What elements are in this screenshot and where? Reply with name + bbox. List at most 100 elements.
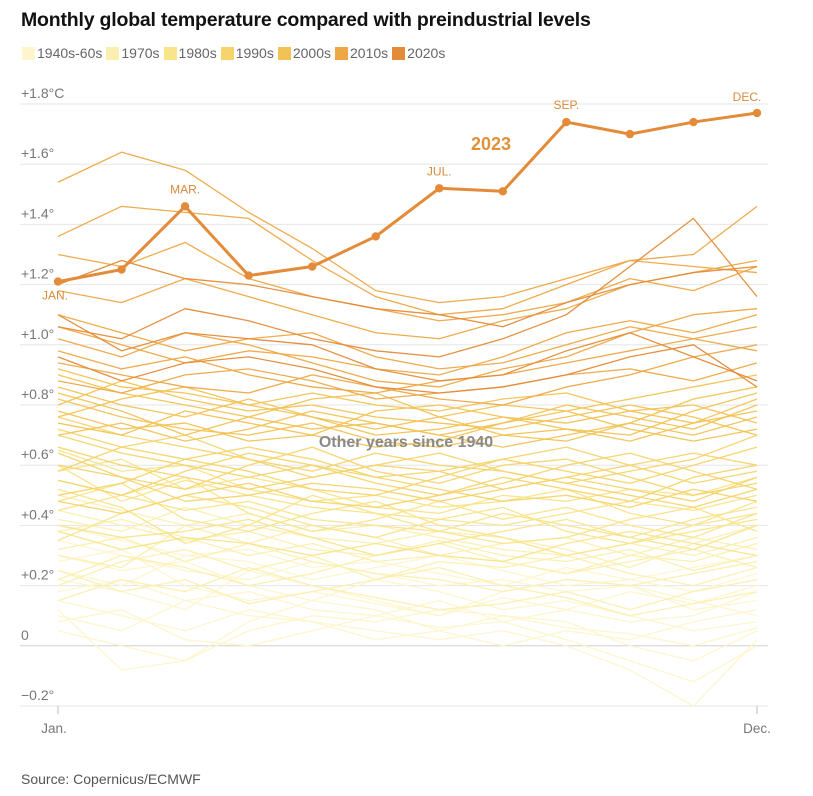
series-line <box>57 518 758 563</box>
series-line <box>57 452 758 508</box>
legend-item: 2020s <box>392 45 445 61</box>
series-line-2023 <box>57 111 758 284</box>
chart-legend: 1940s-60s 1970s 1980s 1990s 2000s 2010s 2020s <box>22 44 449 62</box>
series-line <box>57 380 758 436</box>
data-point-2023 <box>562 117 571 127</box>
series-line <box>57 326 758 394</box>
legend-label: 2000s <box>292 45 332 61</box>
data-point-2023 <box>498 187 508 196</box>
y-axis: +1.8°C +1.6° +1.4° +1.2° +1.0° +0.8° +0.6° +0.4… <box>21 85 64 703</box>
data-point-2023 <box>435 184 444 193</box>
chart-title: Monthly global temperature compared with… <box>21 9 591 31</box>
series-line <box>57 609 758 662</box>
series-line <box>57 386 758 442</box>
legend-item: 1940s-60s <box>22 45 102 61</box>
month-point-label: JAN. <box>42 289 68 303</box>
other-years-annotation: Other years since 1940 <box>319 434 493 451</box>
series-line <box>57 600 758 647</box>
month-point-label: SEP. <box>553 98 579 112</box>
series-line <box>57 578 758 707</box>
series-line <box>57 428 758 478</box>
y-tick-label: +0.2° <box>21 567 54 583</box>
legend-swatch <box>163 46 177 60</box>
series-line <box>57 374 758 448</box>
series-line <box>57 524 758 575</box>
series-line <box>57 524 758 593</box>
legend-item: 1970s <box>106 45 160 61</box>
series-line <box>57 344 758 406</box>
legend-swatch <box>277 46 291 60</box>
y-tick-label: +1.6° <box>21 145 54 161</box>
highlight-series-2023: JAN. MAR. JUL. SEP. DEC. <box>42 90 761 303</box>
y-tick-label: +1.4° <box>21 205 54 221</box>
series-line <box>57 530 758 563</box>
series-line <box>57 344 758 394</box>
series-line <box>57 259 758 328</box>
series-line <box>57 506 758 569</box>
series-line <box>57 548 758 623</box>
data-point-2023 <box>371 232 380 241</box>
series-line <box>57 458 758 515</box>
series-line <box>57 314 758 376</box>
data-point-2023 <box>244 271 253 280</box>
legend-item: 2000s <box>277 45 332 61</box>
month-point-label: DEC. <box>733 90 762 104</box>
data-point-2023 <box>752 108 762 118</box>
series-line <box>57 584 758 647</box>
y-tick-label: +0.8° <box>21 386 54 402</box>
series-line <box>57 554 758 587</box>
legend-item: 1990s <box>220 45 274 61</box>
legend-label: 1940s-60s <box>37 45 103 61</box>
legend-item: 1980s <box>163 45 217 61</box>
series-line <box>57 566 758 611</box>
data-point-2023 <box>689 117 698 127</box>
legend-swatch <box>392 46 406 60</box>
series-line <box>57 217 758 358</box>
other-years-series <box>57 151 758 707</box>
month-point-label: JUL. <box>427 164 452 178</box>
series-line <box>57 548 758 587</box>
series-line <box>57 590 758 683</box>
x-tick-label: Jan. <box>41 721 67 736</box>
y-tick-label: +1.0° <box>21 326 54 342</box>
line-chart: +1.8°C +1.6° +1.4° +1.2° +1.0° +0.8° +0.6° +0.4… <box>20 85 771 736</box>
series-line <box>57 308 758 388</box>
legend-swatch <box>22 46 35 60</box>
series-line <box>57 554 758 632</box>
legend-swatch <box>220 46 234 60</box>
legend-label: 1970s <box>121 45 160 61</box>
data-point-2023 <box>53 277 63 286</box>
series-line <box>57 434 758 490</box>
series-line <box>57 446 758 496</box>
data-point-2023 <box>180 202 190 211</box>
series-line <box>57 452 758 515</box>
legend-swatch <box>106 46 120 60</box>
series-line <box>57 494 758 557</box>
y-tick-label: +0.6° <box>21 446 54 462</box>
data-point-2023 <box>307 262 317 271</box>
series-line <box>57 368 758 424</box>
y-tick-label: 0 <box>21 627 29 643</box>
source-note: Source: Copernicus/ECMWF <box>21 771 201 787</box>
series-line <box>57 464 758 502</box>
x-axis: Jan. Dec. <box>41 706 771 736</box>
legend-label: 2010s <box>350 45 389 61</box>
month-point-label: MAR. <box>170 182 200 196</box>
series-line <box>57 566 758 617</box>
y-tick-label: +1.8°C <box>21 85 64 101</box>
series-line <box>57 539 758 617</box>
series-line <box>57 314 758 382</box>
series-line <box>57 205 758 316</box>
series-line <box>57 241 758 322</box>
series-line <box>57 600 758 671</box>
legend-label: 1990s <box>235 45 274 61</box>
x-tick-label: Dec. <box>743 721 771 736</box>
y-tick-label: +1.2° <box>21 266 54 282</box>
series-line <box>57 314 758 370</box>
legend-label: 2020s <box>407 45 446 61</box>
series-line <box>57 362 758 400</box>
series-line <box>57 482 758 557</box>
legend-label: 1980s <box>178 45 217 61</box>
series-line <box>57 488 758 545</box>
data-point-2023 <box>625 129 635 139</box>
